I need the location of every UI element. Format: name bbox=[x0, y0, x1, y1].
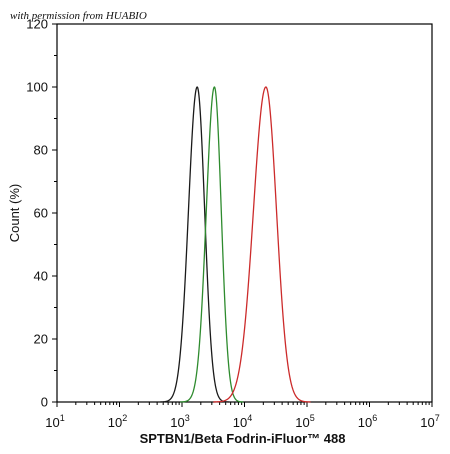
watermark-text: with permission from HUABIO bbox=[10, 10, 147, 22]
histogram-curve-1 bbox=[160, 86, 229, 403]
y-tick-label: 100 bbox=[26, 80, 48, 95]
x-tick-label: 105 bbox=[295, 413, 314, 430]
y-tick-label: 40 bbox=[34, 269, 48, 284]
plot-frame bbox=[56, 23, 433, 403]
y-axis-label: Count (%) bbox=[7, 184, 22, 243]
x-tick-label: 102 bbox=[108, 413, 127, 430]
y-axis-ticks: 0 20 40 60 80 100 120 bbox=[26, 17, 57, 410]
x-tick-label: 101 bbox=[45, 413, 64, 430]
y-tick-label: 60 bbox=[34, 206, 48, 221]
y-tick-label: 20 bbox=[34, 332, 48, 347]
histogram-curve-3 bbox=[213, 86, 311, 403]
y-tick-label: 80 bbox=[34, 143, 48, 158]
histogram-series bbox=[160, 86, 311, 403]
x-axis-ticks: 101 102 103 104 105 106 107 bbox=[45, 402, 440, 430]
y-tick-label: 0 bbox=[41, 395, 48, 410]
axes bbox=[56, 23, 433, 403]
x-tick-label: 106 bbox=[358, 413, 377, 430]
x-axis-label: SPTBN1/Beta Fodrin-iFluor™ 488 bbox=[140, 431, 346, 446]
x-tick-label: 104 bbox=[233, 413, 252, 430]
x-tick-label: 107 bbox=[420, 413, 439, 430]
x-tick-label: 103 bbox=[170, 413, 189, 430]
y-tick-label: 120 bbox=[26, 17, 48, 32]
